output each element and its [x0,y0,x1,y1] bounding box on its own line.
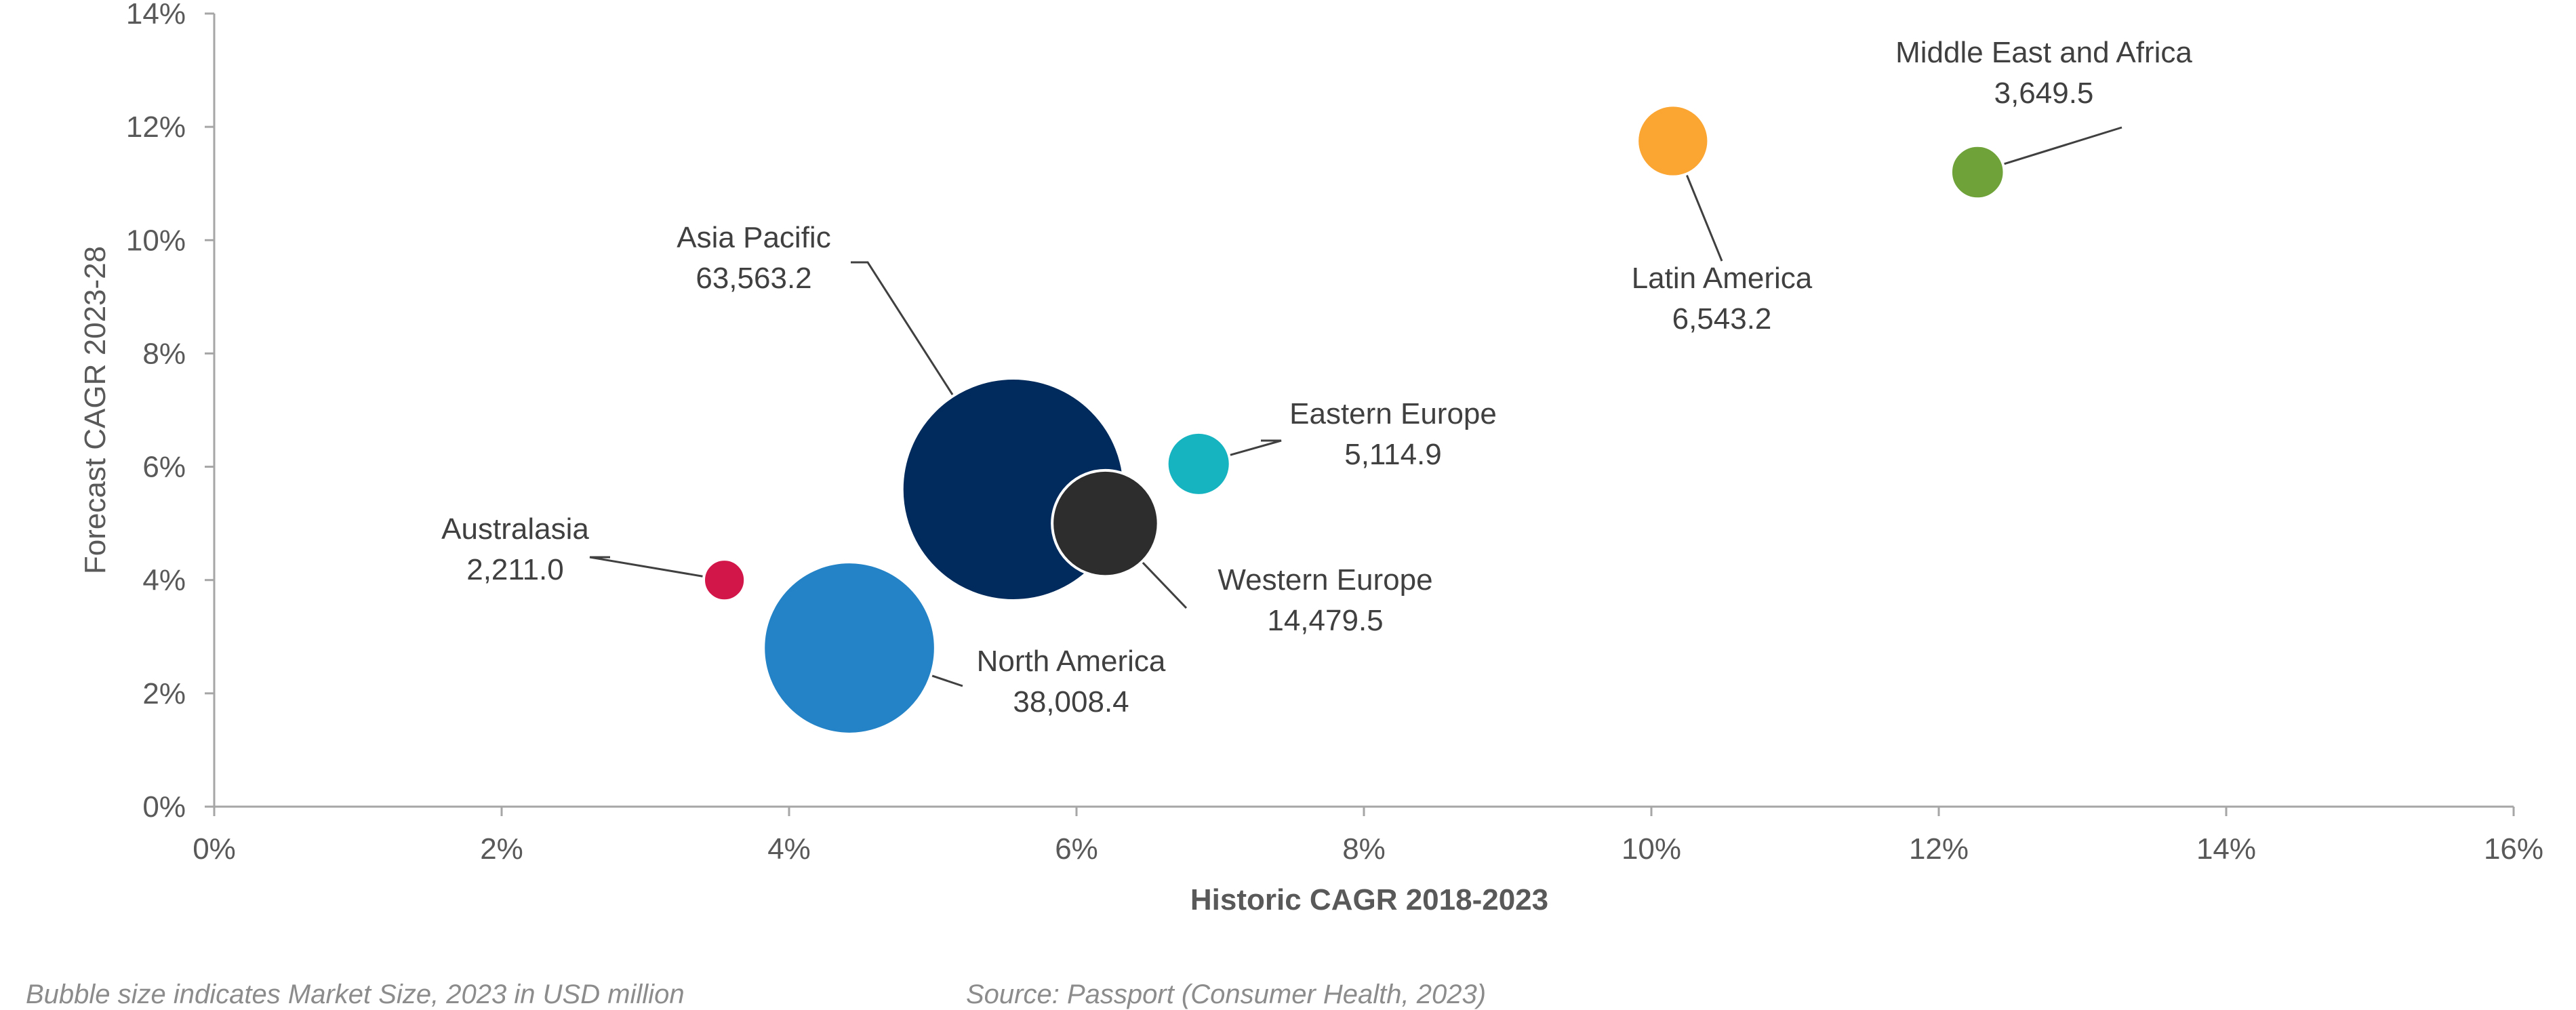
bubble-value-label: 14,479.5 [1267,604,1383,637]
bubble-western-europe [1051,468,1160,578]
bubble-name-label: Eastern Europe [1289,397,1497,430]
bubble-value-label: 5,114.9 [1344,438,1442,471]
footnote-source: Source: Passport (Consumer Health, 2023) [966,979,1487,1009]
x-tick-label: 10% [1622,832,1681,866]
bubble-latin-america [1636,104,1710,178]
leader-line [589,556,725,582]
y-tick-label: 4% [142,564,186,597]
bubble-value-label: 6,543.2 [1672,302,1772,336]
bubble-labels: Asia Pacific 63,563.2 North America 38,008.… [441,36,2192,719]
bubble-north-america [762,561,937,735]
bubble-value-label: 38,008.4 [1013,685,1129,719]
bubble-name-label: Latin America [1632,262,1813,295]
x-tick-label: 6% [1055,832,1098,866]
bubble-name-label: Asia Pacific [677,221,830,254]
x-tick-label: 2% [480,832,523,866]
x-tick-label: 14% [2196,832,2256,866]
y-tick-label: 10% [126,224,186,257]
bubble-name-label: Middle East and Africa [1895,36,2192,69]
x-tick-label: 12% [1909,832,1969,866]
x-tick-label: 8% [1342,832,1386,866]
y-tick-label: 14% [126,0,186,31]
bubble-value-label: 2,211.0 [466,553,564,586]
x-tick-label: 4% [767,832,811,866]
y-tick-label: 6% [142,451,186,484]
footnote-bubble-size: Bubble size indicates Market Size, 2023 … [26,979,685,1009]
y-tick-label: 12% [126,110,186,144]
axes: 0% 2% 4% 6% 8% 10% 12% 14% 16% 0% 2% 4% 6% 8% 10% 12% 14… [126,0,2543,866]
bubble-name-label: Western Europe [1217,563,1432,597]
bubbles [702,104,2006,735]
bubble-middle-east-and-africa [1949,144,2006,201]
bubble-value-label: 63,563.2 [696,262,811,295]
y-tick-label: 0% [142,790,186,824]
bubble-value-label: 3,649.5 [1994,77,2094,110]
x-tick-label: 16% [2484,832,2543,866]
bubble-australasia [702,558,747,603]
y-axis-title: Forecast CAGR 2023-28 [79,246,112,574]
x-tick-label: 0% [193,832,236,866]
y-tick-label: 2% [142,677,186,710]
x-axis-title: Historic CAGR 2018-2023 [1190,883,1548,916]
y-tick-label: 8% [142,337,186,370]
bubble-name-label: Australasia [441,512,589,546]
bubble-eastern-europe [1165,430,1232,497]
bubble-name-label: North America [977,645,1166,678]
